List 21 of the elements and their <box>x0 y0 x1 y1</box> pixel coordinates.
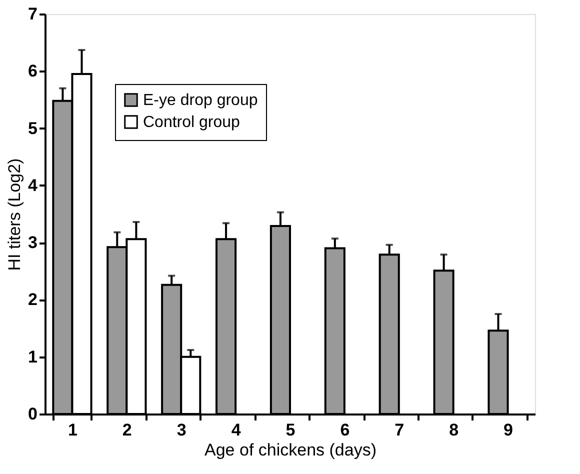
legend-label: E-ye drop group <box>143 92 258 109</box>
x-tick-label: 3 <box>176 420 186 440</box>
y-tick-label: 2 <box>28 290 38 310</box>
x-tick-label: 6 <box>340 420 350 440</box>
y-tick-label: 5 <box>28 118 38 138</box>
x-tick-label: 9 <box>504 420 514 440</box>
x-axis-title: Age of chickens (days) <box>204 440 376 460</box>
x-tick-label: 8 <box>449 420 459 440</box>
y-tick-label: 7 <box>28 4 38 24</box>
x-tick-label: 7 <box>394 420 404 440</box>
x-tick-label: 5 <box>286 420 296 440</box>
y-tick-label: 0 <box>28 404 38 424</box>
x-tick-label: 2 <box>122 420 132 440</box>
y-tick-label: 3 <box>28 233 38 252</box>
y-tick-label: 6 <box>28 62 38 81</box>
y-tick-label: 1 <box>28 347 38 366</box>
y-axis-title: HI titers (Log2) <box>5 158 24 271</box>
x-tick-label: 1 <box>68 420 78 440</box>
legend-label: Control group <box>143 114 240 131</box>
y-tick-label: 4 <box>28 176 38 195</box>
x-tick-label: 4 <box>231 420 242 440</box>
